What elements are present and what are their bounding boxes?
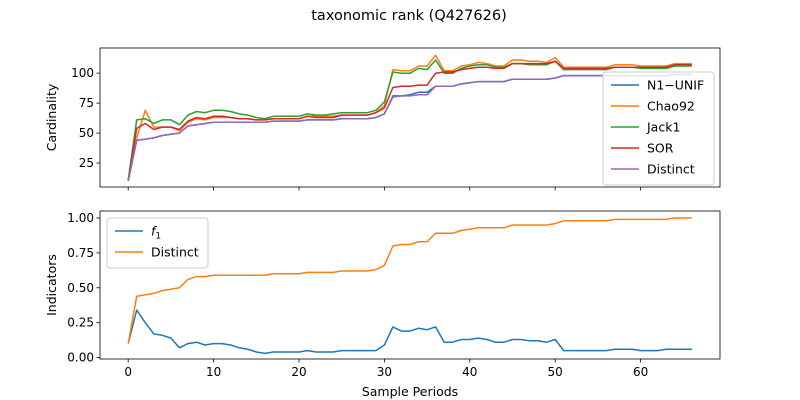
legend: f1 Distinct — [106, 217, 209, 269]
series-line-0-1 — [127, 54, 692, 182]
legend: N1−UNIF Chao92 Jack1 SOR Distinct — [602, 71, 715, 186]
legend-label: N1−UNIF — [647, 78, 704, 93]
y-axis-label: Indicators — [44, 254, 59, 316]
x-tick-label: 50 — [548, 365, 563, 379]
legend-label: SOR — [647, 141, 674, 156]
legend-box — [602, 71, 715, 186]
x-tick-label: 30 — [377, 365, 392, 379]
series-line-0-3 — [127, 60, 692, 182]
series-line-0-2 — [127, 59, 692, 180]
legend-label-main: f — [151, 224, 157, 239]
x-tick-label: 60 — [633, 365, 648, 379]
y-tick-label: 0.25 — [67, 316, 94, 330]
x-tick-label: 0 — [124, 365, 132, 379]
figure-title: taxonomic rank (Q427626) — [311, 8, 507, 24]
y-tick-label: 0.75 — [67, 246, 94, 260]
indicators-panel: 0.00 0.25 0.50 0.75 1.00 0 10 20 30 40 50 60 Indicat… — [44, 210, 721, 399]
legend-label: Jack1 — [646, 120, 680, 135]
y-tick-label: 1.00 — [67, 211, 94, 225]
legend-label: f1 — [151, 224, 161, 242]
y-tick-label: 50 — [79, 126, 94, 140]
plot-frame — [99, 210, 721, 360]
y-axis-label: Cardinality — [44, 83, 59, 151]
legend-label: Distinct — [647, 162, 695, 177]
legend-label: Distinct — [151, 245, 199, 260]
x-axis-label: Sample Periods — [362, 384, 458, 399]
y-tick-label: 100 — [71, 66, 94, 80]
plot-frame — [99, 47, 721, 188]
y-tick-label: 25 — [79, 156, 94, 170]
y-tick-label: 75 — [79, 96, 94, 110]
legend-label-subscript: 1 — [155, 232, 161, 242]
y-tick-label: 0.00 — [67, 351, 94, 365]
legend-label: Chao92 — [647, 99, 695, 114]
legend-box — [106, 217, 209, 269]
x-tick-label: 10 — [206, 365, 221, 379]
series-line-1-1 — [127, 217, 692, 344]
cardinality-panel: 25 50 75 100 Cardinality N1−UNIF Chao92 Jack1 SO… — [44, 47, 721, 191]
series-line-0-4 — [127, 73, 692, 182]
series-line-1-0 — [127, 309, 692, 355]
y-tick-label: 0.50 — [67, 281, 94, 295]
x-tick-label: 40 — [462, 365, 477, 379]
x-tick-label: 20 — [291, 365, 306, 379]
